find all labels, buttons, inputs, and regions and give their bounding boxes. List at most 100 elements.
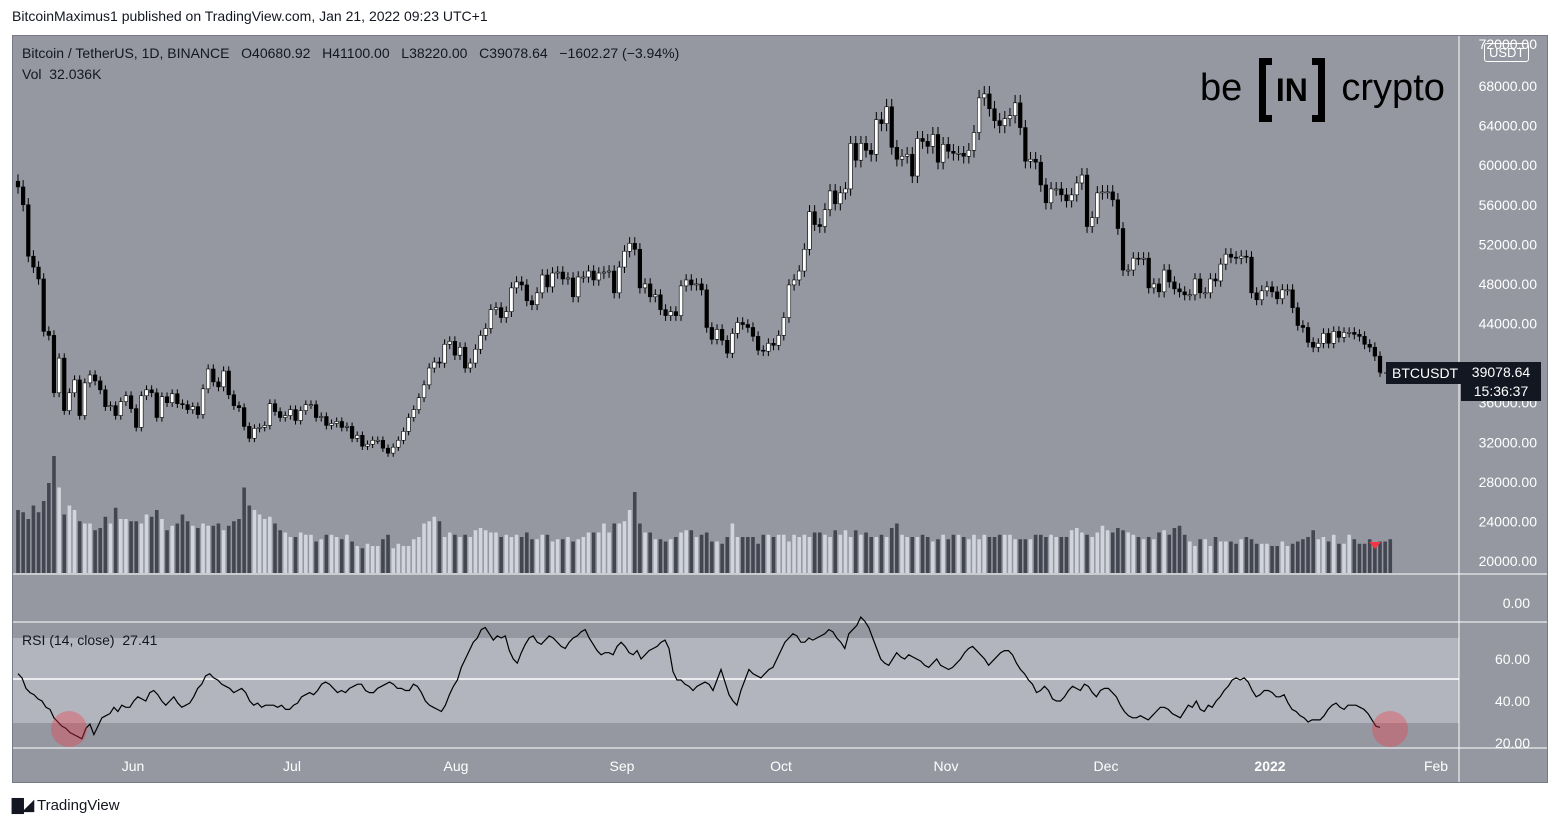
candle [632,237,637,256]
candle-body [1290,289,1295,308]
candle [370,436,375,449]
candle [360,431,365,450]
volume-bar [47,483,51,573]
candle [570,272,576,303]
rsi-layer [17,615,1381,740]
candle [1018,94,1023,136]
candle-body [1182,291,1187,296]
candle-body [1249,256,1254,294]
candle-body [899,155,905,160]
volume-bar [576,539,581,573]
candle [524,279,529,307]
volume-bar [807,537,812,573]
candle-body [288,409,293,416]
candle-body [344,426,350,428]
candle [843,182,848,200]
volume-bar [304,534,308,573]
candle-body [159,396,165,418]
candle [1249,251,1254,299]
volume-bar [1280,541,1285,573]
candle-body [1362,336,1367,345]
candle [303,400,308,415]
volume-bar [293,537,298,573]
candle [15,174,21,194]
volume-bar [895,523,899,573]
candle-body [478,335,483,350]
tradingview-footer[interactable]: ▇◢ TradingView [12,796,120,814]
candle [257,423,262,433]
volume-bar [566,537,570,573]
candle-body [252,428,257,439]
candle [740,317,745,330]
candle-body [1033,158,1038,163]
volume-bar [1018,539,1023,573]
candle-body [1105,191,1110,194]
volume-bar [504,534,509,573]
volume-bar [658,539,663,573]
candle [1264,281,1270,297]
volume-bar [124,519,128,573]
volume-bar [684,530,688,573]
candle [982,85,987,106]
candle [971,124,977,158]
volume-bar [427,521,431,573]
volume-bar [638,523,642,573]
volume-bar [288,537,293,573]
tradingview-logo-icon: ▇◢ [12,797,34,814]
candle-body [797,270,802,281]
candle [1131,252,1136,276]
candle-body [98,380,103,391]
candle-body [360,435,365,447]
volume-bar [247,505,252,573]
low-value: 38220.00 [409,45,468,61]
candle [447,336,452,350]
candle-body [242,407,247,427]
candle-body [992,108,997,121]
volume-bar [663,541,668,573]
candle-body [1074,182,1079,196]
candle [72,375,77,398]
volume-bar [853,530,858,573]
price-tick-label: 60000.00 [1479,157,1538,173]
price-tick-label: 44000.00 [1479,316,1538,332]
candle-body [843,188,848,194]
candle-body [750,327,756,337]
volume-value: 32.036K [49,66,102,82]
volume-bar [1188,541,1192,573]
time-tick-label: Jul [283,758,301,774]
candle-body [905,153,910,157]
candle [313,400,319,422]
volume-bar [1208,546,1213,573]
candle [67,388,72,415]
volume-bar [283,532,288,573]
candle-body [951,151,956,154]
candle-body [920,138,925,142]
candle [997,112,1002,134]
volume-bar [1388,539,1393,573]
candle-body [1162,269,1167,293]
candle [1177,283,1182,298]
candle-body [1228,253,1234,258]
candle [134,404,139,432]
candle-body [1048,188,1054,204]
candle [1239,250,1244,265]
candle [1182,286,1187,301]
candle [139,391,144,432]
candle-body [62,357,67,411]
candle [344,422,350,432]
volume-bar [1044,537,1048,573]
candle-body [1367,343,1372,348]
candle [1028,152,1033,169]
candle-body [200,388,206,415]
candle-body [637,248,642,289]
volume-bar [350,541,354,573]
candle [935,126,941,170]
candle-body [622,250,627,268]
logo-bracket [1258,58,1272,122]
currency-badge[interactable]: USDT [1484,43,1530,62]
candle [1372,342,1377,361]
candle-body [1331,331,1336,344]
candle-body [21,186,26,206]
ohlc-legend: Bitcoin / TetherUS, 1D, BINANCE O40680.9… [22,45,679,61]
